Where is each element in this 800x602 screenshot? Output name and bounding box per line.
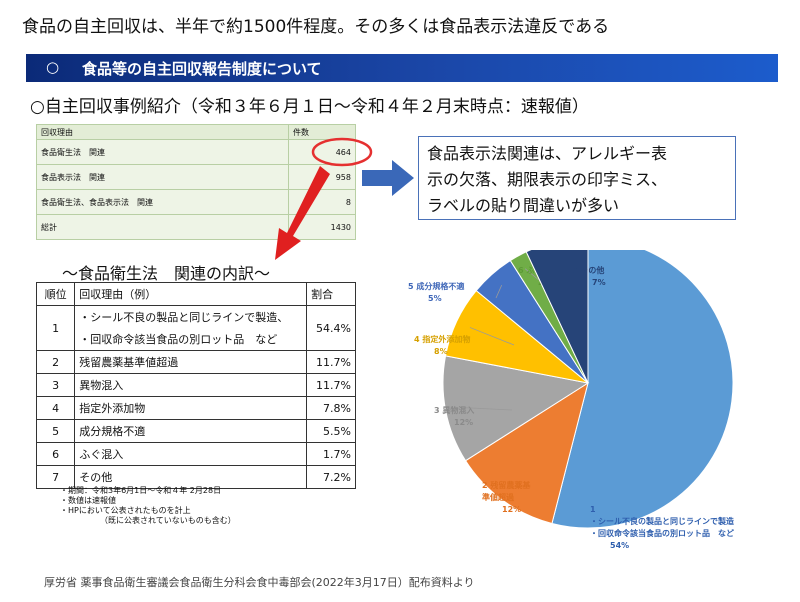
pct-cell: 5.5% <box>306 419 356 443</box>
table-row: 3 異物混入 11.7% <box>35 373 356 397</box>
rank-cell: 7 <box>35 465 76 489</box>
header-cell: 件数 <box>288 124 356 140</box>
pct-cell: 11.7% <box>306 350 356 374</box>
header-cell: 順位 <box>35 282 76 306</box>
slice-label: 5 成分規格不適 5% <box>408 281 464 303</box>
slice-label: 4 指定外添加物 8% <box>414 334 470 356</box>
reason-line: ・回収命令該当食品の別ロット品 など <box>79 333 278 346</box>
table-row: 食品衛生法、食品表示法 関連 8 <box>36 189 356 215</box>
reason-cell: 残留農薬基準値超過 <box>74 350 308 374</box>
table-row: 7 その他 7.2% <box>35 465 356 489</box>
breakdown-title: ～食品衛生法 関連の内訳～ <box>62 264 271 283</box>
slice-label: 1 ・シール不良の製品と同じラインで製造・回収命令該当食品の別ロット品 など 54% <box>590 505 734 550</box>
breakdown-table: 順位 回収理由（例） 割合 1 ・シール不良の製品と同じラインで製造、 ・回収命… <box>35 282 356 489</box>
red-arrow-icon <box>275 166 330 260</box>
rank-cell: 2 <box>35 350 76 374</box>
reason-line: ・シール不良の製品と同じラインで製造、 <box>79 311 289 324</box>
highlight-ellipse <box>311 137 373 167</box>
header-cell: 回収理由（例） <box>74 282 308 306</box>
header-cell: 割合 <box>306 282 356 306</box>
pie-slice <box>525 250 589 384</box>
table-header-row: 回収理由 件数 <box>36 124 356 140</box>
table-row: 総計 1430 <box>36 214 356 240</box>
reason-cell: 総計 <box>36 214 289 240</box>
headline: 食品の自主回収は、半年で約1500件程度。その多くは食品表示法違反である <box>22 17 610 37</box>
pct-cell: 11.7% <box>306 373 356 397</box>
pct-cell: 7.8% <box>306 396 356 420</box>
reason-cell: 指定外添加物 <box>74 396 308 420</box>
table-row: 5 成分規格不適 5.5% <box>35 419 356 443</box>
rank-cell: 1 <box>35 305 76 351</box>
leader-line <box>459 407 513 411</box>
pie-chart: 1 ・シール不良の製品と同じラインで製造・回収命令該当食品の別ロット品 など 54%… <box>408 250 734 550</box>
note-line: ・HPにおいて公表されたものを計上 <box>60 506 191 515</box>
pie-slice <box>551 250 734 529</box>
reason-cell: 食品衛生法 関連 <box>36 139 289 165</box>
pct-cell: 7.2% <box>306 465 356 489</box>
pie-slice <box>442 355 590 462</box>
reason-cell: 異物混入 <box>74 373 308 397</box>
leader-line <box>469 327 515 346</box>
callout-line: 食品表示法関連は、アレルギー表 <box>427 144 668 163</box>
section-banner <box>26 54 778 82</box>
blue-arrow-icon <box>362 160 414 196</box>
note-line: ・数値は速報値 <box>60 496 116 505</box>
rank-cell: 6 <box>35 442 76 466</box>
pct-cell: 54.4% <box>306 305 356 351</box>
reason-cell: ふぐ混入 <box>74 442 308 466</box>
callout-line: 示の欠落、期限表示の印字ミス、 <box>427 170 668 189</box>
source-citation: 厚労省 薬事食品衛生審議会食品衛生分科会食中毒部会(2022年3月17日）配布資… <box>44 576 475 589</box>
leader-line <box>495 284 503 299</box>
callout-line: ラベルの貼り間違いが多い <box>427 196 620 215</box>
banner-bullet-icon: ○ <box>46 58 60 76</box>
slice-label: 7 その他 7% <box>572 265 606 287</box>
table-row: 1 ・シール不良の製品と同じラインで製造、 ・回収命令該当食品の別ロット品 など… <box>35 305 356 351</box>
note-line: （既に公表されていないものも含む） <box>100 516 236 525</box>
table-row: 食品衛生法 関連 464 <box>36 139 356 165</box>
table-row: 4 指定外添加物 7.8% <box>35 396 356 420</box>
rank-cell: 5 <box>35 419 76 443</box>
summary-table: 回収理由 件数 食品衛生法 関連 464 食品表示法 関連 958 食品衛生法、… <box>36 124 356 240</box>
notes: ・期間：令和3年6月1日～令和４年 2月28日 ・数値は速報値 ・HPにおいて公… <box>60 486 236 526</box>
table-header-row: 順位 回収理由（例） 割合 <box>35 282 356 306</box>
table-row: 6 ふぐ混入 1.7% <box>35 442 356 466</box>
rank-cell: 4 <box>35 396 76 420</box>
reason-cell: 食品衛生法、食品表示法 関連 <box>36 189 289 215</box>
subtitle: ○自主回収事例紹介（令和３年６月１日～令和４年２月末時点：速報値） <box>30 97 589 117</box>
reason-cell: その他 <box>74 465 308 489</box>
table-row: 2 残留農薬基準値超過 11.7% <box>35 350 356 374</box>
banner-title: 食品等の自主回収報告制度について <box>82 60 322 78</box>
pct-cell: 1.7% <box>306 442 356 466</box>
reason-cell: ・シール不良の製品と同じラインで製造、 ・回収命令該当食品の別ロット品 など <box>74 305 308 351</box>
reason-cell: 成分規格不適 <box>74 419 308 443</box>
slice-label: 2 残留農薬基準値超過 12% <box>482 480 531 514</box>
callout-box: 食品表示法関連は、アレルギー表 示の欠落、期限表示の印字ミス、 ラベルの貼り間違… <box>418 136 736 220</box>
note-line: ・期間：令和3年6月1日～令和４年 2月28日 <box>60 486 222 495</box>
slice-label: 3 異物混入 12% <box>434 405 474 427</box>
rank-cell: 3 <box>35 373 76 397</box>
pie-slice <box>464 381 589 525</box>
header-cell: 回収理由 <box>36 124 289 140</box>
